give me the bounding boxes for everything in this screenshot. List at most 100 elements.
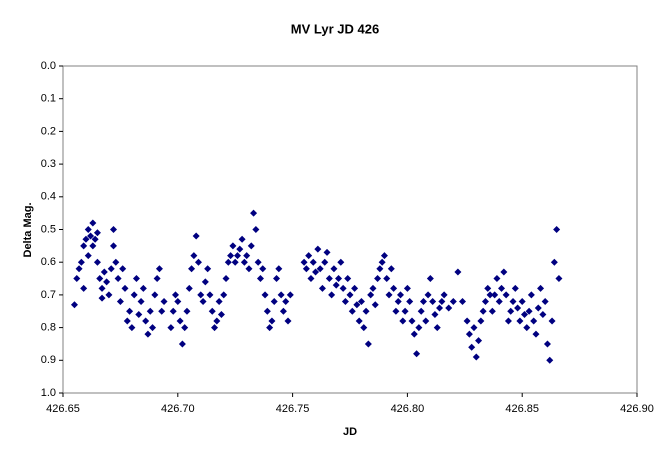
data-point bbox=[233, 252, 241, 260]
data-point bbox=[374, 275, 382, 283]
data-point bbox=[410, 330, 418, 338]
data-point bbox=[188, 265, 196, 273]
data-point bbox=[516, 317, 524, 325]
x-tick-label: 426.70 bbox=[161, 403, 195, 415]
data-point bbox=[204, 265, 212, 273]
data-point bbox=[394, 297, 402, 305]
data-point bbox=[178, 340, 186, 348]
data-point bbox=[116, 297, 124, 305]
chart-title: MV Lyr JD 426 bbox=[291, 21, 379, 36]
data-point bbox=[413, 350, 421, 358]
data-point bbox=[511, 284, 519, 292]
data-point bbox=[247, 242, 255, 250]
data-point bbox=[75, 265, 83, 273]
data-point bbox=[307, 275, 315, 283]
data-point bbox=[135, 311, 143, 319]
data-point bbox=[132, 275, 140, 283]
data-point bbox=[263, 307, 271, 315]
data-point bbox=[504, 317, 512, 325]
data-point bbox=[380, 252, 388, 260]
data-point bbox=[110, 226, 118, 233]
data-point bbox=[555, 275, 563, 283]
data-point bbox=[488, 307, 496, 315]
data-point bbox=[433, 324, 441, 332]
data-point bbox=[323, 248, 331, 256]
data-point bbox=[553, 226, 561, 233]
data-point bbox=[520, 311, 528, 319]
x-tick-label: 426.85 bbox=[505, 403, 539, 415]
data-point bbox=[82, 235, 90, 243]
data-point bbox=[229, 242, 237, 250]
data-point bbox=[181, 324, 189, 332]
data-point bbox=[408, 317, 416, 325]
data-point bbox=[493, 275, 501, 283]
data-point bbox=[387, 265, 395, 273]
y-tick-label: 0.9 bbox=[41, 354, 56, 366]
data-point bbox=[256, 275, 264, 283]
data-point bbox=[369, 284, 377, 292]
data-point bbox=[376, 265, 384, 273]
y-tick-label: 0.5 bbox=[41, 223, 56, 235]
data-point bbox=[84, 252, 92, 260]
data-point bbox=[309, 258, 317, 266]
data-point bbox=[201, 278, 209, 286]
data-point bbox=[440, 291, 448, 299]
data-point bbox=[339, 284, 347, 292]
data-point bbox=[279, 307, 287, 315]
data-point bbox=[128, 324, 136, 332]
data-point bbox=[484, 284, 492, 292]
data-point bbox=[153, 275, 161, 283]
data-point bbox=[194, 258, 202, 266]
data-point bbox=[123, 317, 131, 325]
data-point bbox=[527, 291, 535, 299]
data-point bbox=[268, 317, 276, 325]
data-point bbox=[284, 317, 292, 325]
x-tick-label: 426.65 bbox=[46, 403, 80, 415]
data-point bbox=[119, 265, 127, 273]
data-point bbox=[454, 268, 462, 276]
data-point bbox=[275, 265, 283, 273]
data-point bbox=[364, 340, 372, 348]
data-point bbox=[419, 297, 427, 305]
data-point bbox=[546, 356, 554, 364]
data-point bbox=[286, 291, 294, 299]
data-point bbox=[282, 297, 290, 305]
data-point bbox=[305, 252, 313, 260]
data-point bbox=[213, 317, 221, 325]
data-point bbox=[87, 232, 95, 240]
data-point bbox=[259, 265, 267, 273]
data-point bbox=[337, 258, 345, 266]
data-point bbox=[525, 307, 533, 315]
data-point bbox=[541, 297, 549, 305]
data-point bbox=[500, 268, 508, 276]
data-point bbox=[105, 291, 113, 299]
data-point bbox=[390, 284, 398, 292]
data-point bbox=[231, 258, 239, 266]
data-point bbox=[534, 304, 542, 312]
data-point bbox=[277, 291, 285, 299]
data-point bbox=[495, 297, 503, 305]
data-point bbox=[227, 252, 235, 260]
data-point bbox=[302, 265, 310, 273]
data-point bbox=[126, 307, 134, 315]
data-point bbox=[530, 317, 538, 325]
data-point bbox=[383, 275, 391, 283]
data-point bbox=[199, 297, 207, 305]
y-tick-label: 0.4 bbox=[41, 191, 56, 203]
data-point bbox=[206, 291, 214, 299]
data-point bbox=[403, 284, 411, 292]
data-point bbox=[100, 268, 108, 276]
data-point bbox=[252, 226, 260, 233]
data-point bbox=[523, 324, 531, 332]
data-point bbox=[215, 297, 223, 305]
data-point bbox=[330, 265, 338, 273]
data-point bbox=[270, 297, 278, 305]
data-point bbox=[415, 324, 423, 332]
data-point bbox=[321, 258, 329, 266]
data-point bbox=[316, 265, 324, 273]
data-point bbox=[151, 291, 159, 299]
data-point bbox=[84, 226, 92, 233]
data-point bbox=[77, 258, 85, 266]
data-point bbox=[397, 291, 405, 299]
